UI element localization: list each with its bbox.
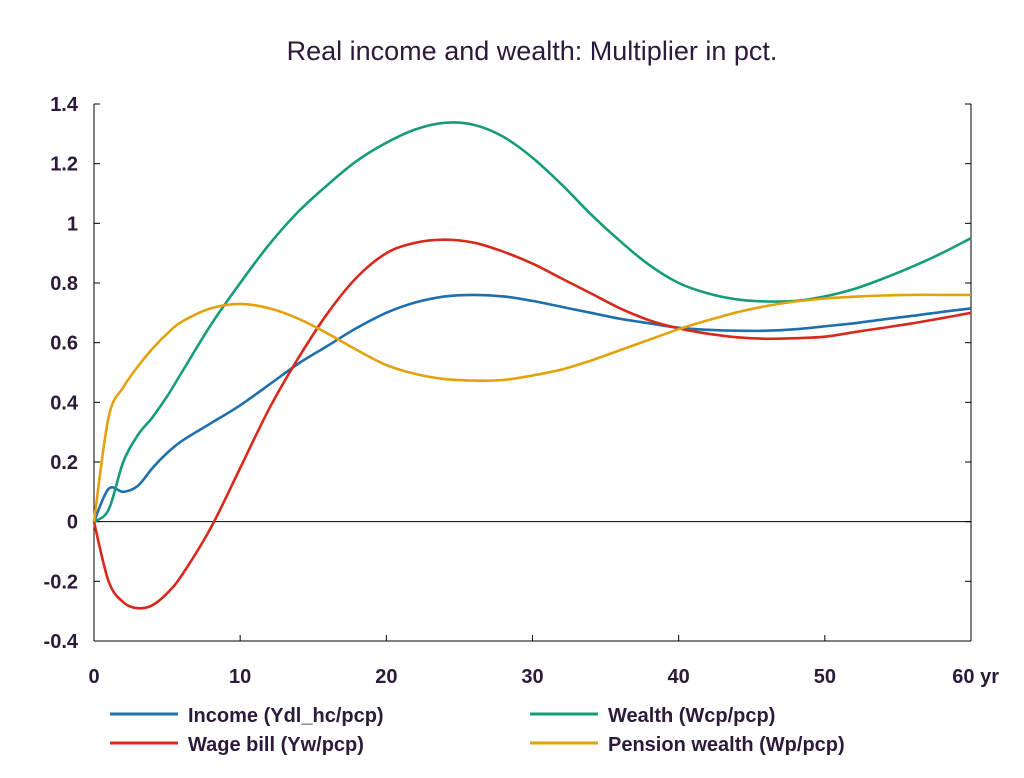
chart-title: Real income and wealth: Multiplier in pc…: [287, 36, 778, 66]
series-line-2: [93, 121, 972, 523]
y-tick-label: 0.2: [50, 452, 78, 474]
x-tick-label: 50: [814, 666, 836, 688]
legend-item: Wealth (Wcp/pcp): [530, 705, 775, 727]
legend-label: Wage bill (Yw/pcp): [188, 734, 364, 756]
x-axis: 0 10 20 30 40 50 60 yr: [88, 635, 999, 688]
y-tick-label: 0.8: [50, 273, 78, 295]
y-tick-label: 0: [67, 512, 78, 534]
y-axis: -0.4 -0.2 0 0.2 0.4 0.6 0.8 1 1.2 1.4: [44, 94, 971, 653]
legend: Income (Ydl_hc/pcp) Wealth (Wcp/pcp) Wage …: [110, 705, 845, 756]
y-tick-label: 1: [67, 213, 78, 235]
x-tick-label: 0: [88, 666, 99, 688]
plot-area: [93, 104, 972, 642]
y-tick-label: -0.4: [44, 631, 79, 653]
y-tick-label: 1.4: [50, 94, 79, 116]
y-tick-label: 0.6: [50, 333, 78, 355]
series-line-1: [92, 238, 972, 610]
x-tick-label: 60 yr: [952, 666, 999, 688]
x-tick-label: 20: [375, 666, 397, 688]
legend-label: Wealth (Wcp/pcp): [608, 705, 775, 727]
series-line-3: [92, 293, 971, 522]
y-tick-label: -0.2: [44, 571, 78, 593]
x-tick-label: 40: [668, 666, 690, 688]
x-tick-label: 30: [521, 666, 543, 688]
legend-label: Income (Ydl_hc/pcp): [188, 705, 384, 727]
y-tick-label: 0.4: [50, 392, 79, 414]
series-lines: [92, 121, 972, 610]
y-tick-label: 1.2: [50, 154, 78, 176]
x-tick-label: 10: [229, 666, 251, 688]
series-line-0: [92, 293, 972, 523]
legend-item: Income (Ydl_hc/pcp): [110, 705, 384, 727]
legend-item: Wage bill (Yw/pcp): [110, 734, 364, 756]
legend-label: Pension wealth (Wp/pcp): [608, 734, 845, 756]
legend-item: Pension wealth (Wp/pcp): [530, 734, 845, 756]
